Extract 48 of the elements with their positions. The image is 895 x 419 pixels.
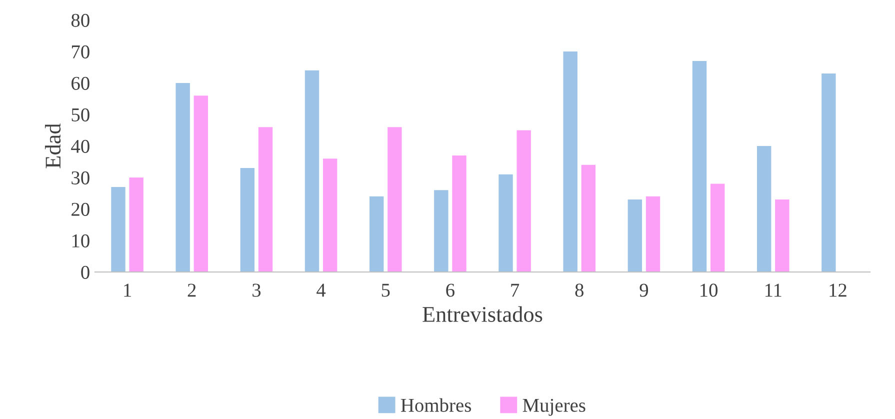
x-tick-label: 4 xyxy=(316,284,326,297)
bar xyxy=(322,158,338,272)
bar xyxy=(756,146,772,272)
bar xyxy=(710,184,725,272)
y-tick-label: 0 xyxy=(81,266,90,279)
bar xyxy=(194,96,208,272)
y-tick-label: 70 xyxy=(72,45,90,58)
bar xyxy=(452,155,466,272)
x-tick-label: 5 xyxy=(382,284,390,297)
x-tick-label: 12 xyxy=(830,284,846,297)
legend-label: Hombres xyxy=(400,398,471,412)
bar xyxy=(498,174,513,272)
bar xyxy=(692,60,707,272)
x-tick-label: 10 xyxy=(700,284,718,297)
bar xyxy=(822,74,836,272)
bar xyxy=(581,164,596,272)
x-tick-label: 9 xyxy=(640,284,648,297)
x-tick-label: 2 xyxy=(188,284,196,297)
x-tick-label: 6 xyxy=(446,284,454,297)
bar xyxy=(516,130,531,272)
x-tick-label: 11 xyxy=(765,284,782,297)
bar xyxy=(240,168,255,272)
bar xyxy=(258,127,273,272)
y-tick-label: 20 xyxy=(72,202,90,216)
x-tick-label: 1 xyxy=(124,284,131,297)
bar xyxy=(111,186,126,272)
y-tick-label: 10 xyxy=(72,234,90,248)
x-tick-label: 7 xyxy=(511,284,520,297)
bar xyxy=(646,196,660,272)
bar xyxy=(304,70,320,272)
bar xyxy=(129,178,144,272)
y-tick-label: 50 xyxy=(72,108,90,122)
y-axis-title: Edad xyxy=(44,123,61,168)
bar xyxy=(176,83,190,272)
y-tick-label: 60 xyxy=(72,76,90,90)
y-tick-label: 80 xyxy=(71,14,90,27)
legend-label: Mujeres xyxy=(522,398,586,416)
bar xyxy=(434,190,448,272)
y-tick-label: 30 xyxy=(72,171,90,184)
bar xyxy=(628,200,642,272)
bar xyxy=(388,127,402,272)
bar xyxy=(775,200,790,272)
x-axis-title: Entrevistados xyxy=(422,306,542,322)
y-tick-label: 40 xyxy=(71,140,90,153)
x-tick-label: 8 xyxy=(575,284,584,297)
bar xyxy=(563,52,578,272)
x-tick-label: 3 xyxy=(252,284,261,297)
bar xyxy=(369,196,384,272)
